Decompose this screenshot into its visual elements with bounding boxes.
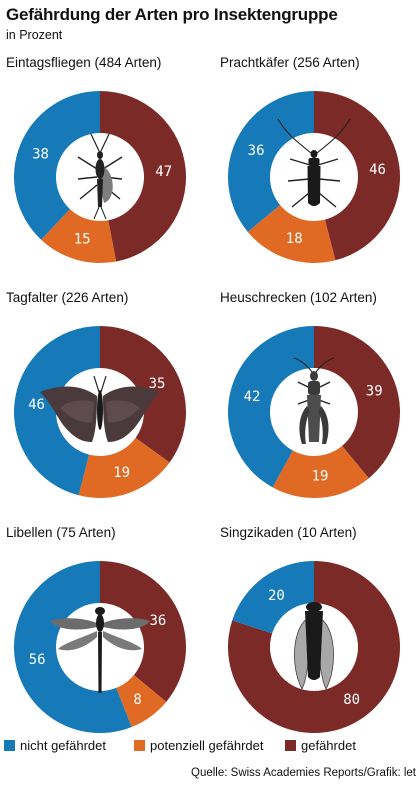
data-label-nicht-gefaehrdet: 36 [248,143,265,159]
data-label-potenziell-gefaehrdet: 15 [74,231,91,247]
chart-title: Gefährdung der Arten pro Insektengruppe [6,5,338,24]
donut-tagfalter: 35 19 46 [14,326,186,499]
slice-gefaehrdet [227,561,400,734]
grasshopper-icon [293,357,335,444]
slice-nicht-gefaehrdet [14,326,100,496]
slice-gefaehrdet [314,326,400,479]
slice-potenziell-gefaehrdet [41,209,117,263]
data-label-gefaehrdet: 47 [155,164,172,180]
panel-title-tagfalter: Tagfalter (226 Arten) [6,290,129,305]
slice-potenziell-gefaehrdet [247,205,336,264]
data-label-gefaehrdet: 36 [149,613,166,629]
donut-libellen: 36 8 56 [13,561,186,734]
data-label-gefaehrdet: 46 [369,162,386,178]
slice-gefaehrdet [100,561,186,702]
data-label-gefaehrdet: 80 [343,692,360,708]
data-label-potenziell-gefaehrdet: 19 [113,465,130,481]
legend-swatch-nicht-gefaehrdet [4,740,15,751]
slice-nicht-gefaehrdet [14,91,101,240]
panel-title-libellen: Libellen (75 Arten) [6,525,116,540]
legend-swatch-potenziell-gefaehrdet [134,740,145,751]
data-label-potenziell-gefaehrdet: 8 [133,692,141,708]
slice-nicht-gefaehrdet [228,326,314,488]
panel-title-singzikaden: Singzikaden (10 Arten) [220,525,357,540]
slice-potenziell-gefaehrdet [272,445,369,498]
data-label-nicht-gefaehrdet: 42 [244,389,261,405]
data-label-nicht-gefaehrdet: 38 [32,146,49,162]
slice-nicht-gefaehrdet [228,91,314,232]
slice-nicht-gefaehrdet [13,561,132,734]
slice-gefaehrdet [100,91,187,262]
data-label-gefaehrdet: 35 [149,376,166,392]
legend-swatch-gefaehrdet [285,740,296,751]
legend-label: potenziell gefährdet [150,738,264,753]
data-label-potenziell-gefaehrdet: 18 [286,231,303,247]
dragonfly-icon [50,607,150,693]
legend-item-nicht-gefaehrdet: nicht gefährdet [4,738,106,753]
data-label-nicht-gefaehrdet: 46 [28,397,45,413]
slice-potenziell-gefaehrdet [78,437,170,499]
legend-item-potenziell-gefaehrdet: potenziell gefährdet [134,738,263,753]
data-label-nicht-gefaehrdet: 20 [268,588,285,604]
legend-label: gefährdet [301,738,356,753]
butterfly-icon [40,375,160,442]
panel-title-heuschrecken: Heuschrecken (102 Arten) [220,290,377,305]
panel-title-eintagsfliegen: Eintagsfliegen (484 Arten) [6,55,162,70]
chart-subtitle: in Prozent [6,28,63,42]
donut-heuschrecken: 39 19 42 [228,326,400,498]
source-note: Quelle: Swiss Academies Reports/Grafik: … [191,767,416,779]
slice-potenziell-gefaehrdet [116,675,167,727]
legend-label: nicht gefährdet [20,738,107,753]
data-label-nicht-gefaehrdet: 56 [29,652,46,668]
mayfly-icon [77,133,123,220]
donut-singzikaden: 80 20 [227,561,400,734]
slice-gefaehrdet [314,91,400,261]
cicada-icon [294,602,334,690]
jewel-beetle-icon [277,118,351,208]
donut-eintagsfliegen: 47 15 38 [14,91,187,263]
donut-prachtkaefer: 46 18 36 [228,91,400,264]
panel-title-prachtkaefer: Prachtkäfer (256 Arten) [220,55,360,70]
data-label-potenziell-gefaehrdet: 19 [312,469,329,485]
data-label-gefaehrdet: 39 [366,383,383,399]
legend-item-gefaehrdet: gefährdet [285,738,356,753]
slice-nicht-gefaehrdet [232,561,314,634]
